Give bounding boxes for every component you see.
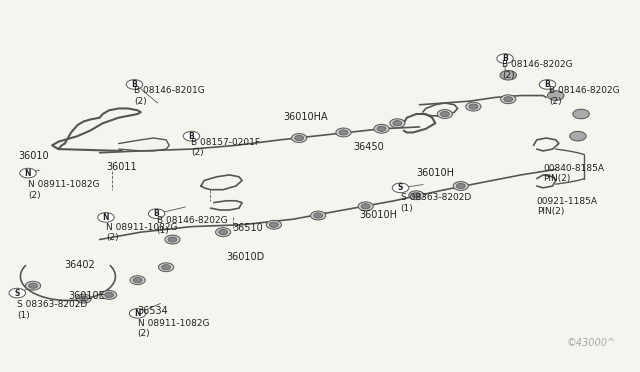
Text: S: S: [15, 289, 20, 298]
Circle shape: [79, 296, 88, 301]
Circle shape: [219, 230, 228, 235]
Circle shape: [437, 110, 452, 118]
Text: N 08911-1082G
(2): N 08911-1082G (2): [28, 180, 99, 200]
Text: B 08146-8202G
(1): B 08146-8202G (1): [157, 215, 227, 235]
Circle shape: [412, 193, 421, 198]
Text: N: N: [134, 309, 141, 318]
Circle shape: [393, 121, 402, 126]
Circle shape: [573, 109, 589, 119]
Text: B: B: [132, 80, 138, 89]
Circle shape: [310, 211, 326, 220]
Circle shape: [469, 104, 478, 109]
Circle shape: [105, 292, 113, 298]
Text: 36510: 36510: [232, 223, 264, 233]
Circle shape: [29, 283, 38, 288]
Text: 00840-8185A
PIN(2): 00840-8185A PIN(2): [543, 164, 604, 183]
Circle shape: [570, 131, 586, 141]
Circle shape: [500, 70, 516, 80]
Circle shape: [9, 288, 26, 298]
Circle shape: [500, 95, 516, 104]
Circle shape: [547, 91, 564, 100]
Circle shape: [453, 182, 468, 190]
Text: 36450: 36450: [353, 142, 384, 152]
Circle shape: [466, 102, 481, 111]
Text: B: B: [545, 80, 550, 89]
Text: 36010: 36010: [19, 151, 49, 161]
Circle shape: [20, 168, 36, 178]
Circle shape: [162, 264, 170, 270]
Circle shape: [292, 134, 307, 142]
Circle shape: [126, 80, 143, 89]
Circle shape: [266, 220, 282, 229]
Circle shape: [540, 80, 556, 89]
Circle shape: [26, 281, 41, 290]
Circle shape: [165, 235, 180, 244]
Circle shape: [504, 97, 513, 102]
Text: 36010H: 36010H: [359, 210, 397, 220]
Circle shape: [269, 222, 278, 227]
Text: S 08363-8202D
(1): S 08363-8202D (1): [17, 301, 88, 320]
Text: 36011: 36011: [106, 162, 136, 172]
Text: ©43000^: ©43000^: [567, 339, 616, 349]
Circle shape: [361, 204, 370, 209]
Circle shape: [456, 183, 465, 189]
Circle shape: [216, 228, 231, 237]
Circle shape: [130, 276, 145, 285]
Text: 00921-1185A
PIN(2): 00921-1185A PIN(2): [537, 197, 598, 217]
Text: 36534: 36534: [138, 306, 168, 316]
Circle shape: [336, 128, 351, 137]
Text: N 08911-1082G
(2): N 08911-1082G (2): [138, 319, 209, 338]
Circle shape: [392, 183, 409, 193]
Text: B: B: [502, 54, 508, 63]
Text: N: N: [102, 213, 109, 222]
Circle shape: [377, 126, 386, 131]
Circle shape: [440, 112, 449, 116]
Circle shape: [168, 237, 177, 242]
Text: B 08157-0201F
(2): B 08157-0201F (2): [191, 138, 260, 157]
Circle shape: [390, 119, 405, 128]
Text: 36010HA: 36010HA: [284, 112, 328, 122]
Text: S: S: [398, 183, 403, 192]
Circle shape: [183, 131, 200, 141]
Text: B 08146-8202G
(2): B 08146-8202G (2): [549, 86, 620, 106]
Circle shape: [374, 124, 389, 133]
Circle shape: [358, 202, 373, 211]
Circle shape: [98, 212, 114, 222]
Text: S 08363-8202D
(1): S 08363-8202D (1): [401, 193, 471, 213]
Text: N: N: [25, 169, 31, 177]
Text: N 08911-1082G
(2): N 08911-1082G (2): [106, 223, 177, 242]
Circle shape: [314, 213, 323, 218]
Text: 36010E: 36010E: [68, 291, 105, 301]
Text: B 08146-8201G
(2): B 08146-8201G (2): [134, 86, 205, 106]
Circle shape: [133, 278, 142, 283]
Circle shape: [159, 263, 173, 272]
Text: 36010H: 36010H: [417, 167, 454, 177]
Circle shape: [129, 309, 146, 318]
Circle shape: [148, 209, 165, 218]
Circle shape: [339, 130, 348, 135]
Circle shape: [76, 294, 92, 303]
Circle shape: [409, 191, 424, 200]
Circle shape: [295, 135, 303, 141]
Text: 36010D: 36010D: [227, 253, 264, 263]
Circle shape: [497, 54, 513, 63]
Text: B: B: [154, 209, 159, 218]
Text: B 08146-8202G
(2): B 08146-8202G (2): [502, 61, 573, 80]
Circle shape: [102, 291, 116, 299]
Text: B: B: [189, 132, 195, 141]
Text: 36402: 36402: [65, 260, 95, 270]
